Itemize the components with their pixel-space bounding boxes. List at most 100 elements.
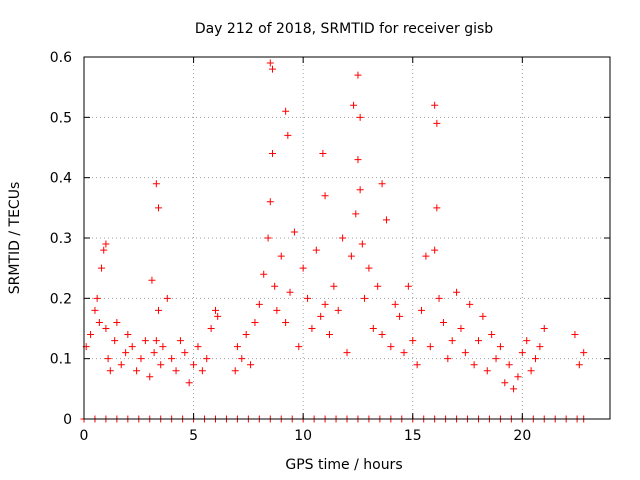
data-point xyxy=(157,361,165,369)
data-point xyxy=(282,107,290,115)
data-point xyxy=(295,343,303,351)
data-point xyxy=(378,180,386,188)
data-point xyxy=(435,294,443,302)
data-point xyxy=(152,180,160,188)
data-point xyxy=(391,300,399,308)
data-point xyxy=(277,252,285,260)
data-point xyxy=(350,101,358,109)
data-point xyxy=(102,240,110,248)
data-point xyxy=(479,312,487,320)
data-point xyxy=(321,300,329,308)
data-point xyxy=(251,318,259,326)
data-point xyxy=(356,113,364,121)
data-point xyxy=(439,318,447,326)
data-point xyxy=(358,240,366,248)
data-point xyxy=(242,331,250,339)
data-point xyxy=(510,385,518,393)
data-point xyxy=(260,270,268,278)
data-point xyxy=(361,294,369,302)
x-tick-label: 15 xyxy=(404,428,422,444)
data-point xyxy=(233,343,241,351)
data-point xyxy=(155,306,163,314)
data-point xyxy=(580,349,588,357)
x-axis-title: GPS time / hours xyxy=(285,457,402,473)
data-point xyxy=(374,282,382,290)
data-point xyxy=(190,361,198,369)
data-point xyxy=(492,355,500,363)
data-point xyxy=(87,331,95,339)
data-point xyxy=(122,349,130,357)
data-point xyxy=(172,367,180,375)
data-point xyxy=(433,119,441,127)
data-point xyxy=(194,343,202,351)
data-point xyxy=(113,318,121,326)
data-point xyxy=(137,355,145,363)
data-point xyxy=(141,337,149,345)
y-tick-label: 0.2 xyxy=(50,291,72,307)
data-point xyxy=(334,306,342,314)
data-point xyxy=(527,367,535,375)
y-tick-label: 0.3 xyxy=(50,231,72,247)
data-point xyxy=(518,349,526,357)
data-point xyxy=(501,379,509,387)
data-point xyxy=(488,331,496,339)
data-point xyxy=(312,246,320,254)
data-point xyxy=(347,252,355,260)
data-point xyxy=(343,349,351,357)
data-points xyxy=(80,59,588,423)
data-point xyxy=(159,343,167,351)
data-point xyxy=(152,337,160,345)
data-point xyxy=(133,367,141,375)
data-point xyxy=(266,198,274,206)
data-point xyxy=(286,288,294,296)
data-point xyxy=(214,312,222,320)
data-point xyxy=(176,337,184,345)
data-point xyxy=(91,306,99,314)
data-point xyxy=(146,373,154,381)
data-point xyxy=(185,379,193,387)
data-point xyxy=(457,325,465,332)
data-point xyxy=(431,246,439,254)
data-point xyxy=(282,318,290,326)
data-point xyxy=(514,373,522,381)
data-point xyxy=(418,306,426,314)
data-point xyxy=(483,367,491,375)
data-point xyxy=(98,264,106,272)
data-point xyxy=(247,361,255,369)
data-point xyxy=(431,101,439,109)
data-point xyxy=(255,300,263,308)
data-point xyxy=(354,156,362,164)
data-point xyxy=(453,288,461,296)
data-point xyxy=(93,294,101,302)
data-point xyxy=(308,325,316,332)
axis-ticks xyxy=(83,56,610,420)
data-point xyxy=(475,337,482,345)
data-point xyxy=(111,337,119,345)
data-point xyxy=(426,343,434,351)
y-tick-label: 0.6 xyxy=(50,50,72,66)
data-point xyxy=(168,355,176,363)
y-tick-label: 0.4 xyxy=(50,171,72,187)
data-point xyxy=(339,234,347,242)
data-point xyxy=(238,355,246,363)
data-point xyxy=(536,343,544,351)
data-point xyxy=(382,216,390,224)
data-point xyxy=(369,325,377,332)
y-tick-labels: 0 0.1 0.2 0.3 0.4 0.5 0.6 xyxy=(50,50,72,428)
x-tick-label: 5 xyxy=(189,428,198,444)
data-point xyxy=(198,367,206,375)
data-point xyxy=(378,331,386,339)
y-axis-title: SRMTID / TECUs xyxy=(7,182,23,295)
data-point xyxy=(284,131,292,139)
data-point xyxy=(409,337,417,345)
y-tick-label: 0.5 xyxy=(50,110,72,126)
data-point xyxy=(448,337,456,345)
data-point xyxy=(330,282,338,290)
data-point xyxy=(540,325,548,332)
x-tick-label: 20 xyxy=(513,428,531,444)
data-point xyxy=(268,65,276,73)
data-point xyxy=(299,264,307,272)
data-point xyxy=(150,349,158,357)
data-point xyxy=(317,312,325,320)
